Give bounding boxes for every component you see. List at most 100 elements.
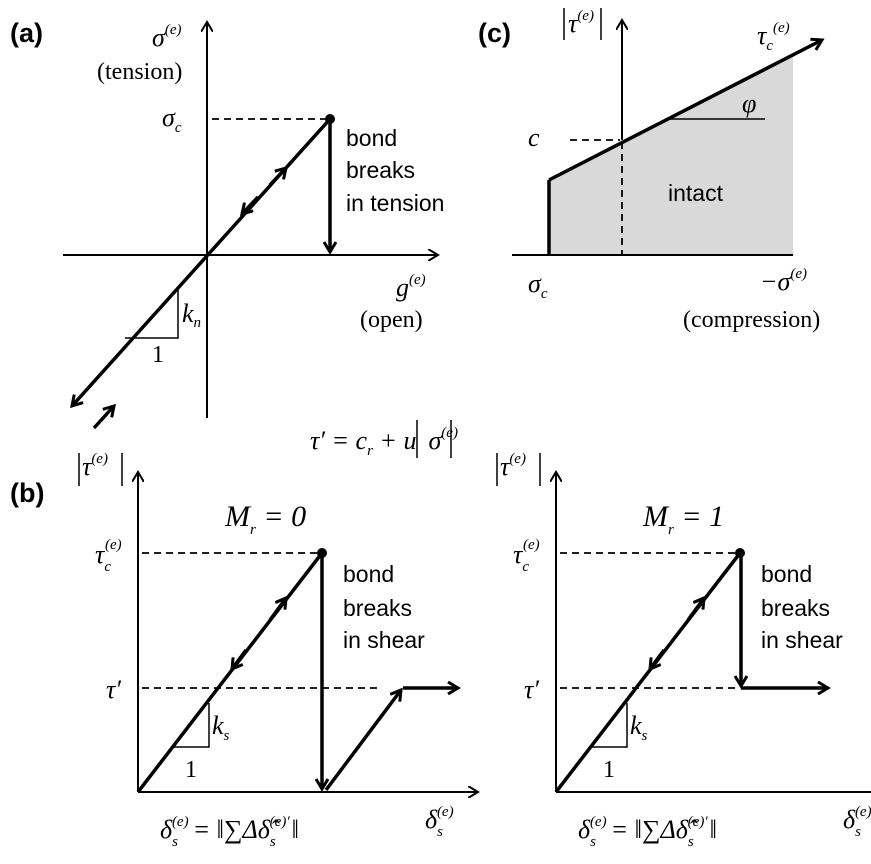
break-text-3: in shear	[761, 627, 843, 653]
label-part: (e)	[523, 537, 540, 553]
label-part: s	[855, 824, 861, 840]
strength-envelope	[548, 40, 822, 182]
label-part: δ	[843, 805, 856, 834]
c-label: c	[528, 123, 540, 152]
x-axis-label: δs (e)	[843, 804, 871, 840]
label-part: (e)	[91, 451, 108, 467]
panel-b-plot-mr0	[138, 472, 478, 792]
label-part: τ	[500, 452, 511, 481]
sigma-c-label: σ	[162, 103, 176, 132]
sigma-c-label: σ	[528, 269, 542, 298]
tau-prime-label: τ′	[524, 675, 539, 704]
run-label: 1	[603, 757, 615, 783]
label-part: M	[642, 500, 670, 533]
label-part: τ′	[524, 675, 539, 704]
svg-text:τ(e): τ(e)	[568, 8, 594, 38]
sub: n	[194, 315, 202, 331]
label-part: δ	[425, 805, 438, 834]
ks-label: ks	[212, 711, 230, 744]
panel-a: (a) σ(e) (tension) σc bond breaks in ten…	[10, 18, 444, 430]
panel-c: (c) φ intact c τ(e) τc(e) σc −σ(e) (comp…	[478, 8, 822, 333]
arrow-head	[268, 598, 286, 622]
formula-lhs: τ′ = c	[310, 426, 368, 455]
intact-region	[549, 55, 793, 255]
panel-b-plot-mr1	[556, 472, 871, 792]
label-part: ‖	[710, 815, 717, 844]
loading-line	[72, 117, 332, 406]
label-part: s	[590, 834, 596, 850]
label-part: s	[437, 824, 443, 840]
x-axis-label: g	[396, 273, 409, 302]
label-part: (e)	[105, 537, 122, 553]
sup: (e)	[773, 20, 790, 36]
svg-text:kn: kn	[182, 299, 201, 331]
label-part: τ′	[106, 675, 121, 704]
label-part: s	[270, 834, 276, 850]
break-text-2: breaks	[343, 595, 412, 621]
break-text-1: bond	[343, 561, 394, 587]
label-part: δ	[578, 815, 591, 844]
label-part: c	[104, 559, 111, 575]
arrow-head	[242, 195, 260, 214]
y-axis-label: τ	[568, 9, 579, 38]
y-axis-label: σ	[152, 23, 166, 52]
phi-label: φ	[742, 89, 756, 118]
panel-b-label: (b)	[10, 478, 44, 508]
svg-text:σc: σc	[162, 103, 182, 136]
label-part: (e)	[172, 814, 189, 830]
label-part: τ	[513, 540, 524, 569]
slope-triangle	[172, 703, 210, 748]
label-part: (e)′	[688, 814, 709, 830]
label-part: in shear	[343, 627, 425, 653]
label-part: bond	[761, 561, 812, 587]
panel-b-mr0-path	[142, 553, 458, 790]
label-part: breaks	[761, 595, 830, 621]
label-part: ‖	[292, 815, 299, 844]
tau-c-label: τ	[757, 21, 768, 50]
sup: (e)	[165, 22, 182, 38]
label-part: = 0	[256, 500, 306, 533]
mr-title: Mr = 0	[224, 500, 306, 538]
panel-c-label: (c)	[478, 18, 511, 48]
slip-formula: δs(e) = ‖∑Δδ̂s(e)′‖	[160, 814, 299, 850]
formula-rest: + u	[373, 426, 417, 455]
label-part: = ‖∑Δδ̂	[611, 815, 698, 844]
tau-c-label: τc (e)	[513, 537, 540, 575]
label-part: r	[668, 522, 674, 538]
run-label: 1	[152, 342, 164, 368]
label-part: τ	[82, 452, 93, 481]
break-text-2: breaks	[761, 595, 830, 621]
residual-formula: τ′ = cr + u σ(e)	[310, 425, 458, 459]
arrow-head	[92, 406, 114, 430]
label-part: s	[172, 834, 178, 850]
label-part: M	[224, 500, 252, 533]
break-text-3: in tension	[346, 190, 444, 216]
label-part: = 1	[674, 500, 724, 533]
break-text-1: bond	[346, 125, 397, 151]
x-axis-label: δs (e)	[425, 804, 454, 840]
label-part: c	[522, 559, 529, 575]
sup: (e)	[577, 8, 594, 24]
svg-text:−σ(e): −σ(e)	[760, 266, 807, 296]
tau-c-label: τc (e)	[95, 537, 122, 575]
label-part: in shear	[761, 627, 843, 653]
slip-formula: δs(e) = ‖∑Δδ̂s(e)′‖	[578, 814, 717, 850]
label-part: (e)	[509, 451, 526, 467]
svg-text:g(e): g(e)	[396, 272, 426, 302]
sub: c	[541, 286, 548, 302]
open-label: (open)	[360, 307, 423, 333]
label-part: breaks	[343, 595, 412, 621]
break-text-1: bond	[761, 561, 812, 587]
reload-arrow	[324, 690, 401, 792]
label-part: 1	[185, 757, 197, 783]
label-part: s	[642, 728, 648, 744]
sub: c	[766, 38, 773, 54]
label-part: (e)	[437, 804, 454, 820]
sub: r	[367, 443, 373, 459]
run-label: 1	[185, 757, 197, 783]
svg-text:σc: σc	[528, 269, 548, 302]
arrow-head	[268, 168, 286, 187]
label-part: k	[630, 711, 642, 740]
loading-line	[136, 551, 324, 794]
